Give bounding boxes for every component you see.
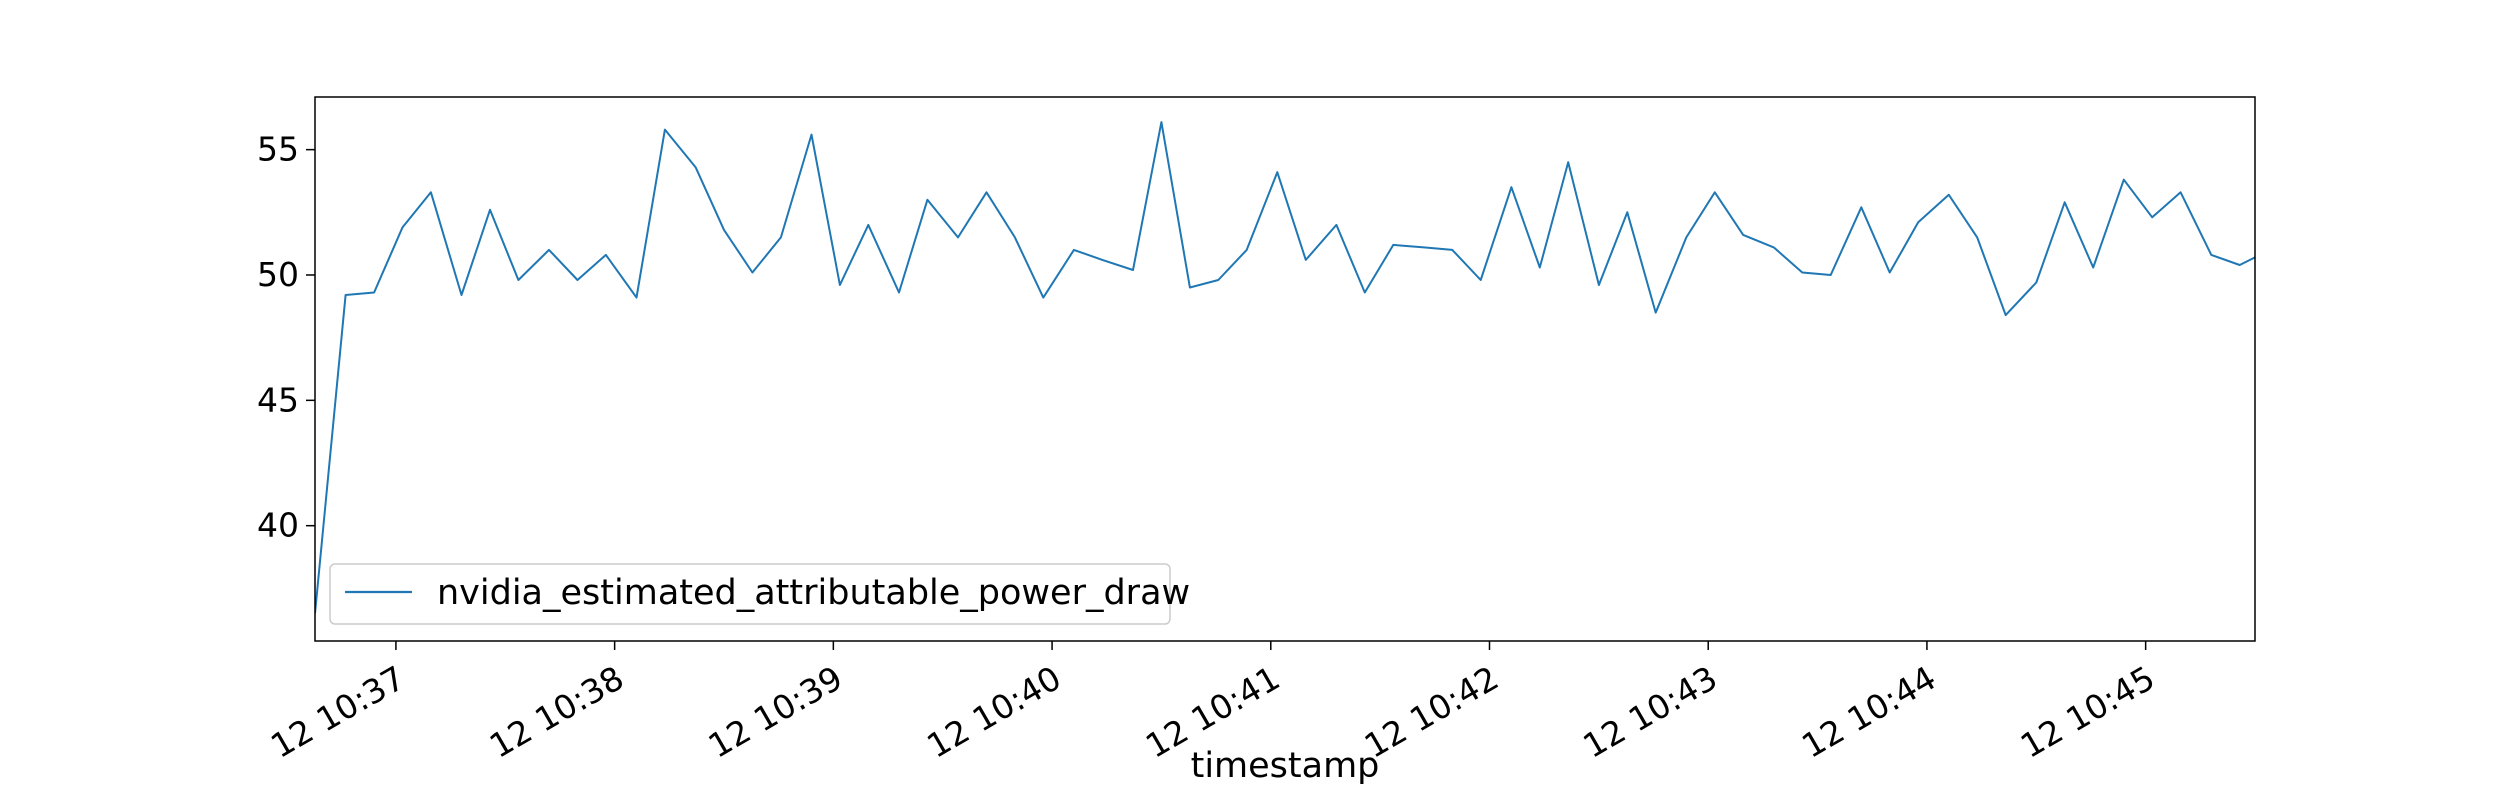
x-tick-label: 12 10:43 — [1576, 658, 1723, 766]
x-tick-label: 12 10:42 — [1358, 658, 1505, 766]
x-tick-label: 12 10:38 — [483, 658, 630, 766]
x-axis-title: timestamp — [1191, 746, 1380, 786]
y-tick-label: 50 — [257, 255, 299, 294]
x-tick-label: 12 10:39 — [702, 658, 849, 766]
y-tick-label: 40 — [257, 506, 299, 545]
x-tick-label: 12 10:45 — [2014, 658, 2161, 766]
y-tick-label: 45 — [257, 380, 299, 419]
plot-layer — [315, 121, 2255, 614]
legend: nvidia_estimated_attributable_power_draw — [329, 563, 1190, 625]
series-line-0 — [315, 121, 2255, 614]
x-tick-label: 12 10:44 — [1795, 658, 1942, 766]
legend-label: nvidia_estimated_attributable_power_draw — [437, 573, 1190, 613]
plot-area-frame — [314, 96, 2256, 642]
x-tick-label: 12 10:37 — [264, 658, 411, 766]
legend-box — [329, 563, 1171, 625]
y-tick-label: 55 — [257, 130, 299, 169]
x-tick-label: 12 10:40 — [920, 658, 1067, 766]
y-axis: 40 45 50 55 — [257, 130, 315, 545]
